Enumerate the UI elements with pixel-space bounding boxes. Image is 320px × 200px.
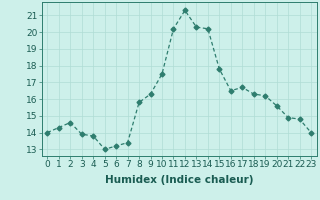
X-axis label: Humidex (Indice chaleur): Humidex (Indice chaleur) [105, 175, 253, 185]
